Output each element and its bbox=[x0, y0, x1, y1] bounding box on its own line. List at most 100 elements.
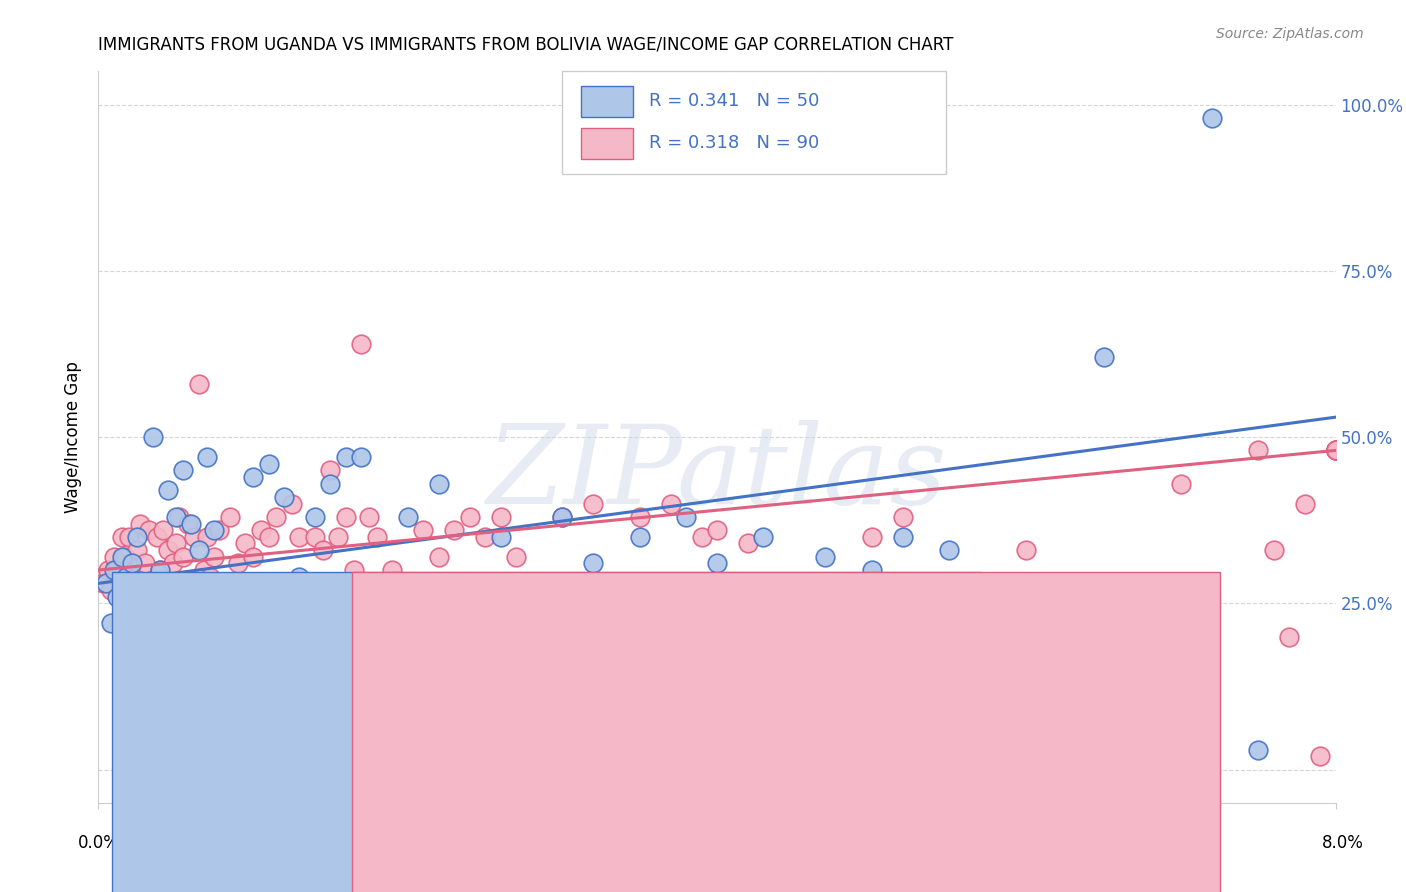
Point bbox=[1324, 443, 1347, 458]
Point bbox=[752, 530, 775, 544]
Point bbox=[138, 523, 160, 537]
Point bbox=[582, 497, 605, 511]
Point bbox=[127, 543, 149, 558]
Point bbox=[613, 656, 636, 670]
Point bbox=[1324, 443, 1347, 458]
Point bbox=[505, 549, 527, 564]
Point bbox=[1092, 351, 1115, 365]
Point bbox=[1247, 742, 1270, 756]
Point bbox=[427, 476, 450, 491]
Point bbox=[628, 530, 651, 544]
Point bbox=[183, 530, 205, 544]
Point bbox=[783, 636, 806, 650]
Point bbox=[938, 630, 960, 644]
Point bbox=[304, 509, 326, 524]
Point bbox=[177, 516, 200, 531]
Point bbox=[737, 536, 759, 550]
Point bbox=[131, 576, 153, 591]
Point bbox=[188, 376, 211, 391]
Point bbox=[357, 509, 380, 524]
Point bbox=[891, 530, 914, 544]
Point bbox=[489, 509, 512, 524]
Point bbox=[121, 557, 143, 571]
Text: Immigrants from Bolivia: Immigrants from Bolivia bbox=[807, 840, 1007, 858]
Point bbox=[180, 516, 202, 531]
Text: Source: ZipAtlas.com: Source: ZipAtlas.com bbox=[1216, 27, 1364, 41]
Point bbox=[984, 676, 1007, 690]
Point bbox=[891, 509, 914, 524]
Point bbox=[458, 509, 481, 524]
Point bbox=[173, 463, 195, 477]
Point bbox=[458, 576, 481, 591]
Point bbox=[938, 543, 960, 558]
Point bbox=[304, 530, 326, 544]
Point bbox=[141, 576, 165, 591]
Point bbox=[111, 530, 134, 544]
Point bbox=[273, 576, 295, 591]
Point bbox=[115, 570, 138, 584]
Text: ZIPatlas: ZIPatlas bbox=[486, 420, 948, 527]
Point bbox=[396, 576, 419, 591]
Point bbox=[162, 557, 184, 571]
Point bbox=[180, 576, 202, 591]
Point bbox=[1324, 443, 1347, 458]
Point bbox=[366, 576, 388, 591]
Point bbox=[235, 536, 257, 550]
Point bbox=[219, 509, 242, 524]
Point bbox=[1324, 443, 1347, 458]
Point bbox=[1294, 497, 1316, 511]
Point bbox=[343, 563, 366, 577]
Point bbox=[242, 549, 264, 564]
Point bbox=[1324, 443, 1347, 458]
Point bbox=[1278, 630, 1301, 644]
FancyBboxPatch shape bbox=[581, 128, 633, 159]
Point bbox=[288, 530, 311, 544]
FancyBboxPatch shape bbox=[562, 71, 946, 174]
Point bbox=[103, 549, 125, 564]
Point bbox=[127, 530, 149, 544]
Point bbox=[100, 582, 122, 597]
Point bbox=[474, 530, 496, 544]
Point bbox=[350, 337, 373, 351]
Point bbox=[173, 549, 195, 564]
Point bbox=[188, 543, 211, 558]
Point bbox=[264, 509, 288, 524]
Point bbox=[111, 549, 134, 564]
Point bbox=[121, 570, 143, 584]
Point bbox=[381, 563, 404, 577]
Point bbox=[134, 557, 156, 571]
Point bbox=[100, 616, 122, 631]
Y-axis label: Wage/Income Gap: Wage/Income Gap bbox=[65, 361, 83, 513]
Point bbox=[141, 430, 165, 444]
Text: 0.0%: 0.0% bbox=[77, 834, 120, 852]
Point bbox=[335, 450, 357, 464]
Point bbox=[103, 563, 125, 577]
Point bbox=[149, 563, 172, 577]
Point bbox=[366, 530, 388, 544]
Point bbox=[165, 509, 187, 524]
Text: R = 0.341   N = 50: R = 0.341 N = 50 bbox=[650, 92, 820, 110]
Point bbox=[412, 523, 434, 537]
Point bbox=[118, 582, 141, 597]
Point bbox=[195, 450, 218, 464]
Point bbox=[814, 609, 837, 624]
Point bbox=[226, 596, 249, 610]
Point bbox=[198, 570, 221, 584]
Text: R = 0.318   N = 90: R = 0.318 N = 90 bbox=[650, 135, 820, 153]
Point bbox=[152, 523, 174, 537]
Point bbox=[675, 509, 697, 524]
Point bbox=[226, 557, 249, 571]
Point bbox=[520, 576, 543, 591]
Point bbox=[167, 509, 190, 524]
Point bbox=[157, 543, 180, 558]
Point bbox=[1092, 596, 1115, 610]
Point bbox=[129, 516, 152, 531]
Point bbox=[860, 530, 883, 544]
Point bbox=[1263, 543, 1285, 558]
Point bbox=[706, 523, 728, 537]
Point bbox=[1170, 476, 1192, 491]
Point bbox=[208, 523, 231, 537]
Text: IMMIGRANTS FROM UGANDA VS IMMIGRANTS FROM BOLIVIA WAGE/INCOME GAP CORRELATION CH: IMMIGRANTS FROM UGANDA VS IMMIGRANTS FRO… bbox=[98, 36, 953, 54]
Point bbox=[659, 497, 682, 511]
Point bbox=[706, 557, 728, 571]
